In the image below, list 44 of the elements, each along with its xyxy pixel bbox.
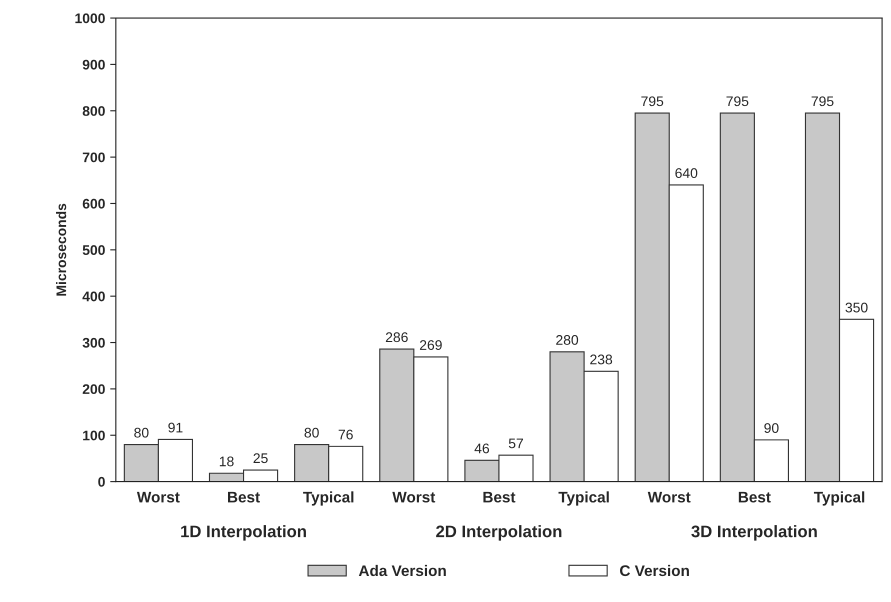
y-axis-title: Microseconds (56, 204, 66, 296)
text: 2D Interpolation (436, 525, 562, 541)
data-label: 18 (220, 456, 234, 466)
data-label: 640 (675, 168, 698, 178)
y-tick-label: 400 (82, 292, 105, 302)
x-tick-label: Typical (303, 491, 354, 506)
data-label: 91 (168, 422, 182, 433)
data-label: 269 (420, 340, 442, 350)
data-label: 795 (726, 96, 748, 106)
data-label: 350 (845, 302, 868, 312)
data-label: 25 (254, 453, 268, 464)
y-tick-label: 800 (82, 106, 105, 116)
text: 3D Interpolation (691, 525, 817, 541)
data-label: 795 (812, 96, 834, 106)
data-label: 76 (338, 430, 353, 440)
y-tick-label: 900 (82, 60, 105, 70)
y-tick-label: 200 (82, 384, 105, 394)
legend-label: Ada Version (358, 564, 446, 576)
y-tick-label: 1000 (75, 13, 105, 24)
x-tick-label: Worst (392, 492, 436, 503)
y-tick-label: 600 (82, 198, 105, 209)
y-tick-label: 0 (98, 476, 105, 487)
data-label: 90 (764, 423, 779, 433)
data-label: 57 (508, 438, 524, 448)
legend-label: C Version (620, 564, 689, 576)
data-label: 46 (474, 444, 490, 454)
x-tick-label: Best (483, 492, 516, 503)
x-tick-label: Typical (558, 491, 609, 506)
data-label: 795 (641, 96, 664, 106)
x-tick-label: Best (228, 492, 260, 503)
x-tick-label: Typical (814, 491, 864, 506)
data-label: 80 (304, 428, 319, 438)
data-label: 286 (386, 332, 408, 342)
y-tick-label: 700 (82, 152, 105, 162)
x-tick-label: Best (738, 492, 771, 503)
x-tick-label: Worst (648, 492, 691, 503)
text: 1D Interpolation (181, 525, 306, 541)
data-label: 238 (590, 354, 612, 364)
y-tick-label: 100 (83, 430, 105, 440)
y-tick-label: 300 (82, 338, 105, 348)
data-label: 80 (134, 428, 149, 438)
data-label: 280 (556, 335, 578, 345)
y-tick-label: 500 (82, 245, 105, 255)
x-tick-label: Worst (136, 492, 180, 503)
